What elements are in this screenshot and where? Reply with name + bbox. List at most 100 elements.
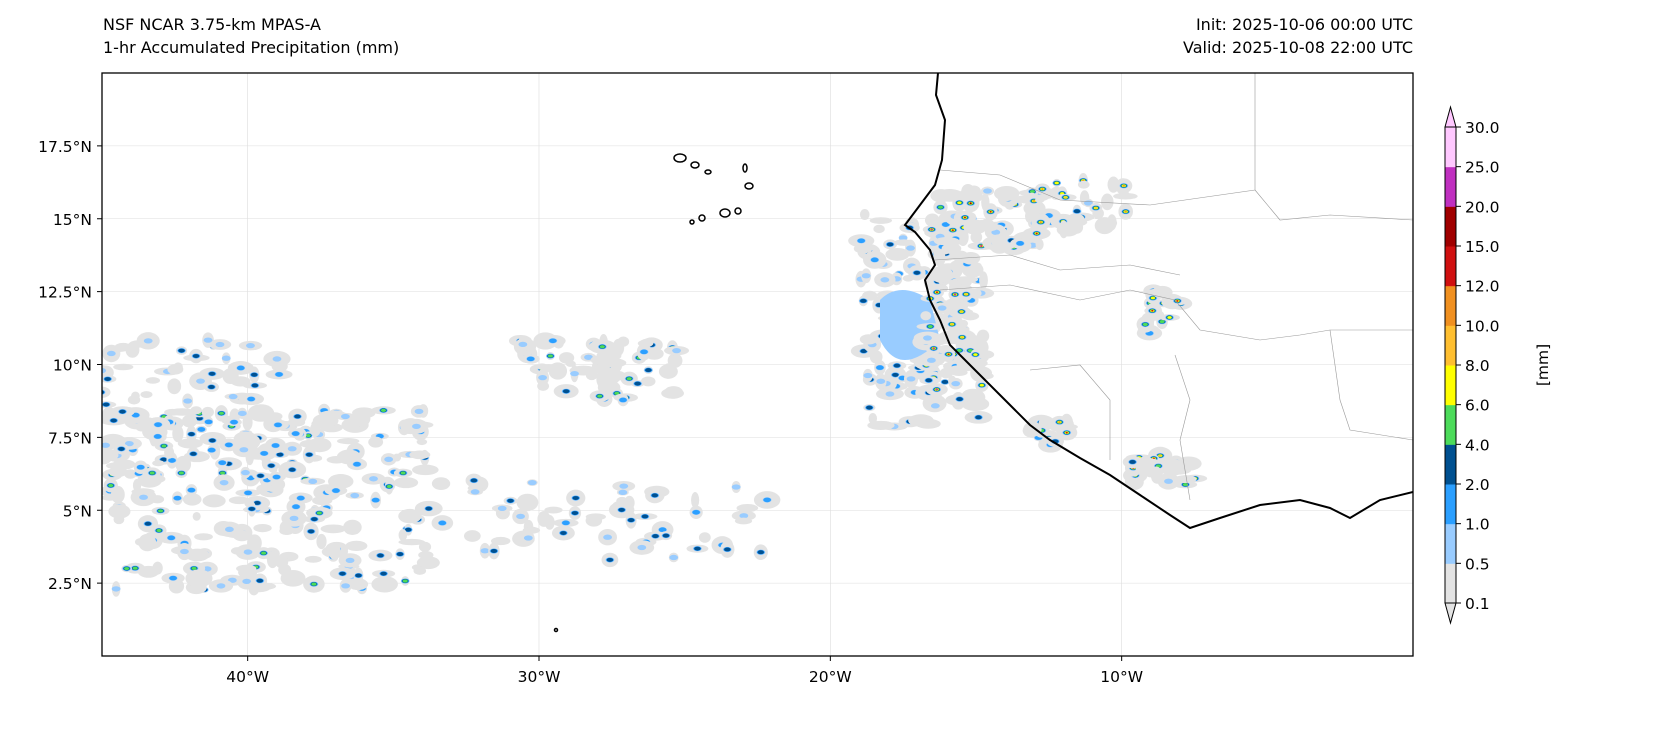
colorbar-segment xyxy=(1445,444,1456,485)
precip-light xyxy=(247,404,275,422)
precip-cell xyxy=(549,338,557,344)
precip-cell xyxy=(173,495,182,501)
precip-cell xyxy=(960,336,964,339)
precip-cell xyxy=(168,458,176,463)
precip-cell xyxy=(538,374,547,381)
precip-cell xyxy=(637,544,647,551)
precip-cell xyxy=(951,380,961,387)
island-outline xyxy=(673,153,687,163)
precip-light xyxy=(612,338,625,357)
precip-light xyxy=(981,193,990,212)
precip-light xyxy=(312,413,339,428)
precip-cell xyxy=(256,578,264,583)
precip-cell xyxy=(1122,184,1125,187)
precip-cell xyxy=(191,566,197,571)
precip-cell xyxy=(188,432,195,437)
precip-cell xyxy=(724,547,731,552)
precip-cell xyxy=(110,418,117,423)
precip-cell xyxy=(979,383,984,387)
precip-cell xyxy=(692,509,700,515)
colorbar-tick-label: 25.0 xyxy=(1465,159,1500,177)
precip-light xyxy=(418,541,432,552)
precip-light xyxy=(299,439,327,449)
precip-cell xyxy=(963,216,966,219)
precip-cell xyxy=(876,378,886,384)
precip-cell xyxy=(384,456,394,462)
colorbar-segment xyxy=(1445,365,1456,406)
precip-cell xyxy=(570,370,579,377)
precip-cell xyxy=(956,348,962,353)
precip-light xyxy=(934,237,960,246)
precip-cell xyxy=(634,381,641,386)
precip-cell xyxy=(651,493,659,498)
precip-light xyxy=(601,370,627,382)
lon-tick-label: 20°W xyxy=(809,668,852,686)
precip-cell xyxy=(136,464,145,470)
precip-cell xyxy=(380,408,387,412)
precip-cell xyxy=(139,494,148,500)
precip-light xyxy=(316,533,327,550)
precip-light xyxy=(177,438,203,449)
precip-light xyxy=(194,533,213,541)
precip-cell xyxy=(247,396,255,402)
colorbar-tick-label: 10.0 xyxy=(1465,317,1500,335)
precip-cell xyxy=(599,345,605,349)
precip-cell xyxy=(369,476,378,482)
lat-tick-label: 2.5°N xyxy=(48,575,92,593)
precip-cell xyxy=(405,527,412,532)
precip-light xyxy=(398,529,408,541)
precip-cell xyxy=(983,188,992,194)
precip-light xyxy=(228,496,250,505)
precip-cell xyxy=(316,511,322,515)
precip-cell xyxy=(950,323,954,326)
precip-cell xyxy=(237,410,247,417)
precip-light xyxy=(548,362,568,380)
map-area xyxy=(102,73,1413,656)
precip-light xyxy=(152,460,165,467)
precip-cell xyxy=(1164,478,1173,484)
precip-light xyxy=(859,334,878,345)
colorbar-tick-label: 20.0 xyxy=(1465,198,1500,216)
precip-cell xyxy=(244,490,252,496)
island-outline xyxy=(734,207,742,215)
lat-tick-label: 5°N xyxy=(63,502,92,520)
precip-light xyxy=(1099,217,1118,229)
precip-light xyxy=(418,551,434,559)
precip-cell xyxy=(208,371,216,376)
precip-light xyxy=(585,513,606,521)
colorbar-segment xyxy=(1445,246,1456,287)
precip-cell xyxy=(242,578,252,585)
colorbar-segment xyxy=(1445,523,1456,564)
precip-cell xyxy=(892,372,899,377)
precip-cell xyxy=(305,434,311,438)
precip-light xyxy=(320,524,346,534)
precip-light xyxy=(398,538,426,546)
precip-cell xyxy=(380,571,387,576)
precip-light xyxy=(347,578,369,591)
precip-cell xyxy=(414,408,424,415)
precip-light xyxy=(1035,238,1044,251)
precip-cell xyxy=(497,505,507,511)
precip-cell xyxy=(925,378,932,383)
precip-light xyxy=(353,410,371,427)
colorbar-segment xyxy=(1445,166,1456,207)
precip-light xyxy=(869,217,893,224)
precip-cell xyxy=(228,393,238,400)
precip-light xyxy=(661,387,684,399)
precip-light xyxy=(312,496,333,506)
precip-cell xyxy=(893,363,901,368)
precip-cell xyxy=(1035,232,1038,235)
precip-light xyxy=(150,495,165,504)
precip-cell xyxy=(157,509,164,513)
precip-cell xyxy=(160,457,167,462)
precip-cell xyxy=(980,245,983,247)
precip-cell xyxy=(425,506,432,511)
coastline xyxy=(903,73,1413,530)
precip-cell xyxy=(1032,200,1035,202)
precip-cell xyxy=(287,446,297,452)
precip-cell xyxy=(355,573,362,578)
precip-cell xyxy=(906,376,916,382)
country-border xyxy=(1329,329,1413,441)
precip-light xyxy=(145,377,161,384)
precip-light xyxy=(338,452,349,460)
